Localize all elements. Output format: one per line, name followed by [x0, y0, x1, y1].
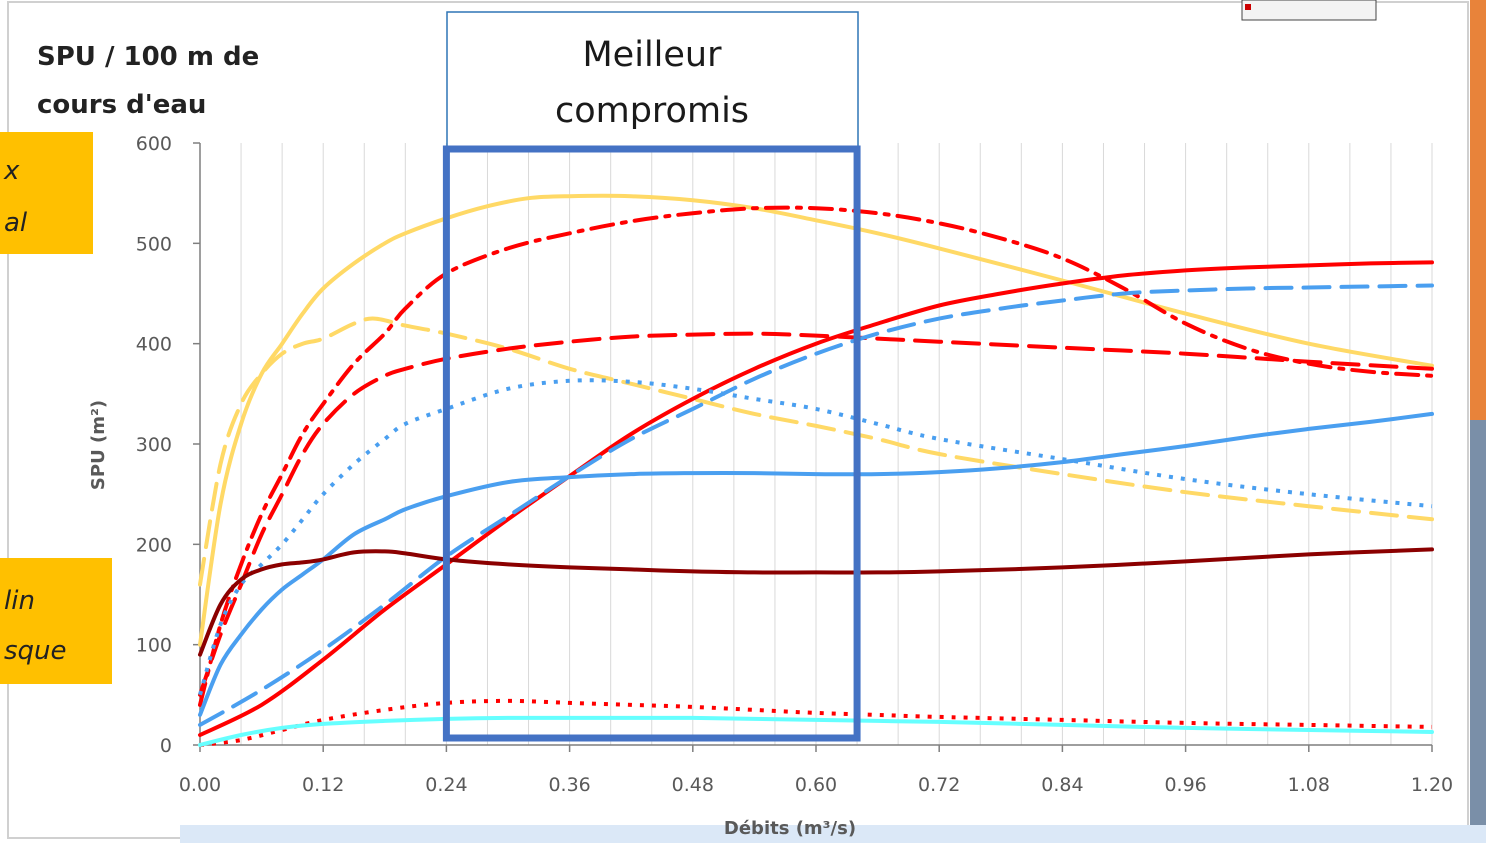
side-note-2-line-2: sque	[4, 636, 67, 666]
x-tick-label: 0.96	[1164, 774, 1206, 796]
series-line-5	[198, 260, 1434, 737]
y-tick-label: 500	[136, 233, 172, 255]
x-tick-label: 1.08	[1288, 774, 1330, 796]
thumbnail-mark	[1245, 4, 1251, 10]
x-tick-label: 0.00	[179, 774, 221, 796]
series-line-3	[198, 205, 1434, 707]
y-tick-label: 200	[136, 534, 172, 556]
bottom-band	[180, 825, 1486, 843]
x-tick-label: 0.72	[918, 774, 960, 796]
axis-layer: 0.00 0.12 0.24 0.36 0.48 0.60 0.72 0.84 0.96 1.08…	[136, 133, 1453, 796]
x-tick-label: 0.12	[302, 774, 344, 796]
x-tick-label: 0.24	[425, 774, 467, 796]
x-tick-label: 0.48	[672, 774, 714, 796]
series-line-7	[198, 283, 1434, 727]
chart-title-line-2: cours d'eau	[37, 90, 206, 120]
series-line-11	[198, 715, 1434, 747]
y-tick-label: 0	[160, 735, 172, 757]
series-line-1	[198, 193, 1434, 647]
y-axis-title: SPU (m²)	[88, 400, 109, 490]
annotation-label-box	[446, 11, 859, 151]
side-note-1-line-2: al	[4, 208, 28, 238]
side-note-1-line-1: x	[3, 156, 20, 186]
y-tick-label: 100	[136, 635, 172, 657]
series-layer	[198, 193, 1434, 747]
best-compromise-highlight	[442, 145, 861, 742]
x-tick-label: 0.84	[1041, 774, 1083, 796]
annotation-label-line-1: Meilleur	[582, 35, 722, 75]
x-axis-title: Débits (m³/s)	[724, 818, 856, 839]
x-tick-label: 0.60	[795, 774, 837, 796]
annotation-label-line-2: compromis	[555, 91, 749, 131]
side-note-box-1	[0, 132, 93, 254]
x-tick-label: 1.20	[1411, 774, 1453, 796]
side-note-2-line-1: lin	[4, 586, 35, 616]
series-line-9	[198, 411, 1434, 717]
y-tick-label: 600	[136, 133, 172, 155]
series-line-4	[198, 331, 1434, 697]
y-tick-label: 400	[136, 334, 172, 356]
series-line-2	[198, 316, 1434, 587]
series-line-10	[198, 547, 1434, 657]
side-note-box-2	[0, 558, 112, 684]
right-edge-decoration-lower	[1470, 420, 1486, 843]
thumbnail-image	[1241, 0, 1377, 21]
y-tick-label: 300	[136, 434, 172, 456]
chart-title-line-1: SPU / 100 m de	[37, 42, 259, 72]
x-tick-label: 0.36	[548, 774, 590, 796]
